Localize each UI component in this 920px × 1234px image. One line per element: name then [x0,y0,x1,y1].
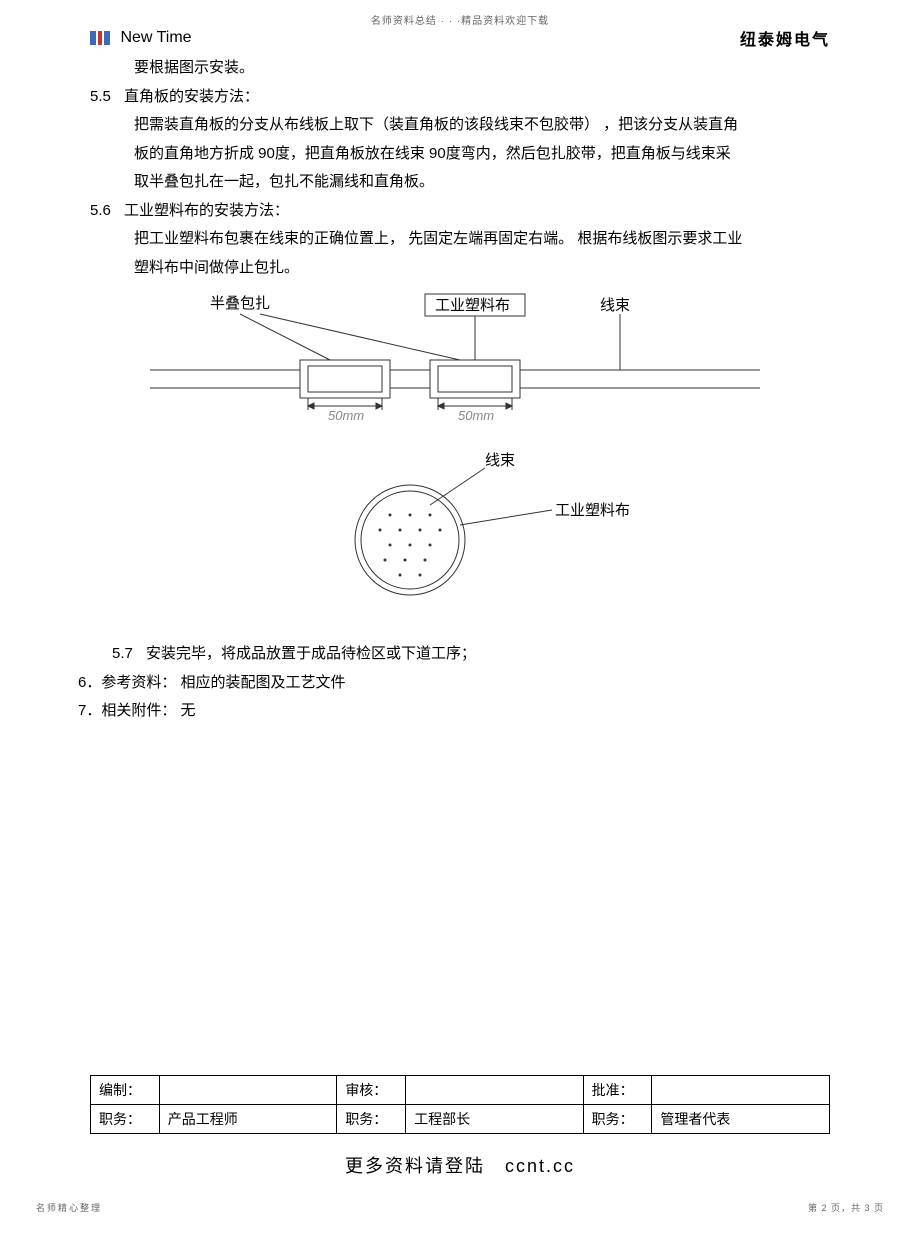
diagram-svg: 半叠包扎 工业塑料布 线束 50mm 50mm 线束 工业塑料布 [90,290,830,640]
dim-50mm-b: 50mm [458,408,494,423]
logo-icon [90,31,110,45]
footer-right: 第 2 页，共 3 页 [808,1201,884,1214]
document-body: 要根据图示安装。 5.5直角板的安装方法： 把需装直角板的分支从布线板上取下（装… [90,54,830,726]
signature-table: 编制： 审核： 批准： 职务： 产品工程师 职务： 工程部长 职务： 管理者代表 [90,1075,830,1134]
sec-num: 5.5 [90,83,124,112]
cell: 编制： [91,1076,160,1105]
label-bundle-top: 线束 [600,297,630,314]
brand-right: 纽泰姆电气 [740,26,830,50]
section-5-6: 5.6工业塑料布的安装方法： [90,197,830,226]
label-plastic-top: 工业塑料布 [435,297,510,314]
cell [406,1076,584,1105]
cross-section-dots [379,514,442,577]
sec55-p2: 板的直角地方折成 90度，把直角板放在线束 90度弯内，然后包扎胶带，把直角板与… [90,140,830,169]
section-5-5: 5.5直角板的安装方法： [90,83,830,112]
label-half-overlap: 半叠包扎 [210,295,270,312]
sec-num: 5.7 [112,640,146,669]
sec55-p3: 取半叠包扎在一起，包扎不能漏线和直角板。 [90,168,830,197]
cell: 产品工程师 [159,1105,337,1134]
section-6: 6．参考资料： 相应的装配图及工艺文件 [78,669,830,698]
sec-title: 直角板的安装方法： [124,88,259,105]
cell: 职务： [583,1105,652,1134]
line-intro: 要根据图示安装。 [90,54,830,83]
cell: 职务： [91,1105,160,1134]
footer-left: 名师精心整理 [36,1201,102,1214]
section-5-7: 5.7安装完毕，将成品放置于成品待检区或下道工序； [90,640,830,669]
cell: 批准： [583,1076,652,1105]
cell: 职务： [337,1105,406,1134]
section-7: 7．相关附件： 无 [78,697,830,726]
top-watermark: 名师资料总结 · · ·精品资料欢迎下载 [0,12,920,27]
sec56-p1: 把工业塑料布包裹在线束的正确位置上， 先固定左端再固定右端。 根据布线板图示要求… [90,225,830,254]
sec-title: 工业塑料布的安装方法： [124,202,289,219]
diagram: 半叠包扎 工业塑料布 线束 50mm 50mm 线束 工业塑料布 [90,290,830,640]
footer-link: 更多资料请登陆 ccnt.cc [0,1152,920,1178]
page-header: New Time 纽泰姆电气 [90,26,830,50]
cell: 管理者代表 [652,1105,830,1134]
sec55-p1: 把需装直角板的分支从布线板上取下（装直角板的该段线束不包胶带） ，把该分支从装直… [90,111,830,140]
cell [159,1076,337,1105]
label-plastic-cs: 工业塑料布 [555,502,630,519]
sec57-text: 安装完毕，将成品放置于成品待检区或下道工序； [146,645,476,662]
sec-num: 5.6 [90,197,124,226]
cell: 工程部长 [406,1105,584,1134]
dim-50mm-a: 50mm [328,408,364,423]
header-left: New Time [90,29,192,47]
cell: 审核： [337,1076,406,1105]
label-bundle-cs: 线束 [485,452,515,469]
sec56-p2: 塑料布中间做停止包扎。 [90,254,830,283]
brand-left: New Time [120,29,191,46]
cell [652,1076,830,1105]
